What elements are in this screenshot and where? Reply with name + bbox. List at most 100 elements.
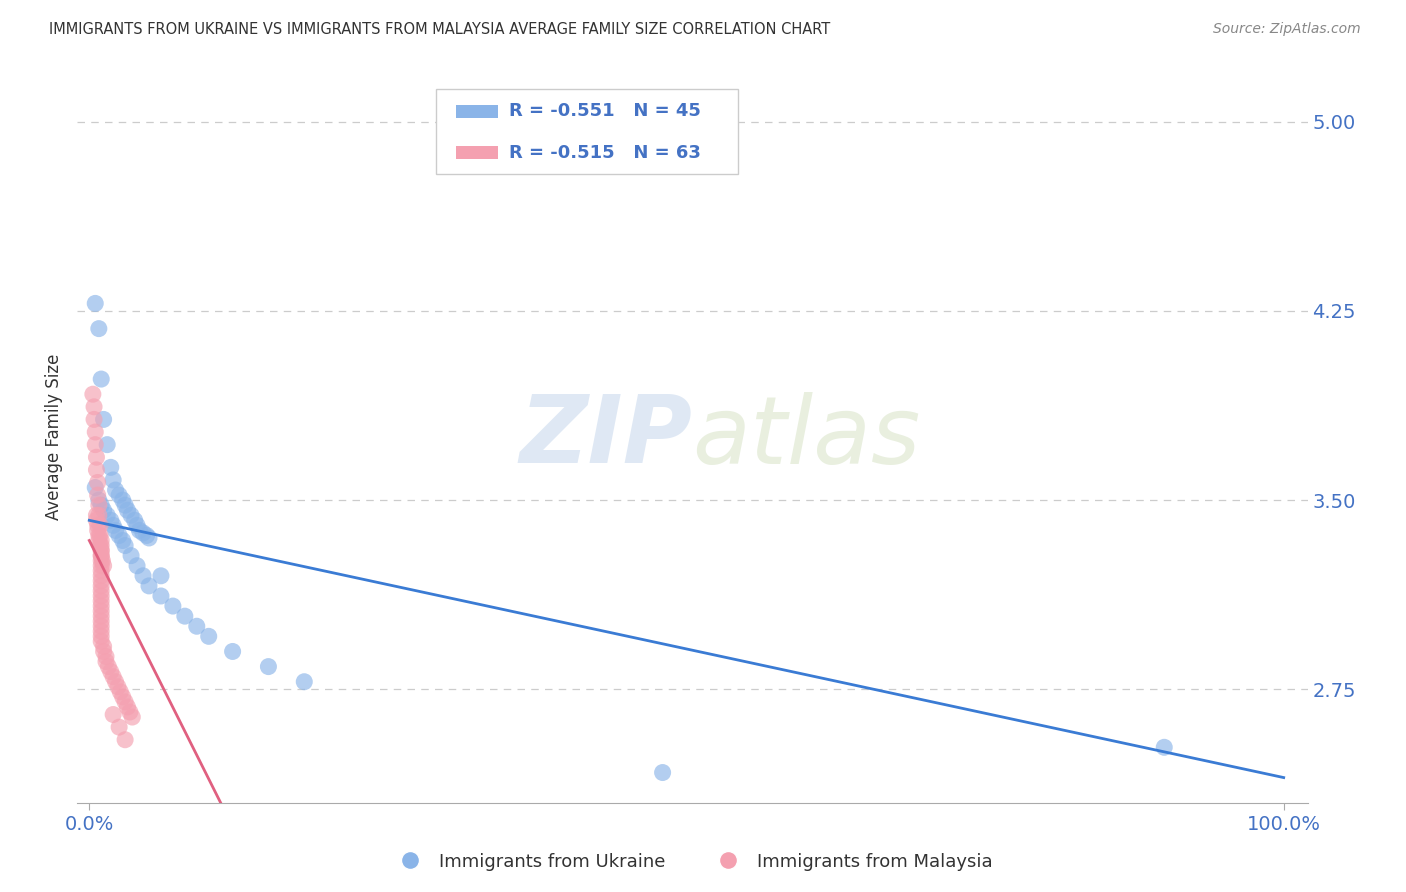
Point: [108, 528, 131, 542]
Point: [90, 583, 112, 598]
Point: [104, 674, 127, 689]
Point: [90, 634, 112, 648]
Point: [186, 619, 208, 633]
Point: [132, 569, 155, 583]
Point: [87, 508, 110, 523]
Point: [104, 483, 127, 497]
Point: [86, 508, 108, 523]
Point: [86, 513, 108, 527]
Point: [121, 710, 143, 724]
Text: IMMIGRANTS FROM UKRAINE VS IMMIGRANTS FROM MALAYSIA AVERAGE FAMILY SIZE CORRELAT: IMMIGRANTS FROM UKRAINE VS IMMIGRANTS FR…: [49, 22, 831, 37]
Point: [120, 508, 142, 523]
Point: [87, 493, 110, 508]
Point: [91, 554, 114, 568]
Point: [120, 549, 142, 563]
Point: [93, 558, 115, 573]
Point: [128, 524, 150, 538]
Point: [90, 604, 112, 618]
Point: [86, 518, 108, 533]
Point: [107, 680, 129, 694]
Point: [138, 579, 160, 593]
Point: [117, 700, 139, 714]
Point: [90, 498, 112, 512]
Point: [125, 518, 148, 533]
Point: [87, 533, 110, 548]
Point: [96, 437, 118, 451]
Point: [90, 614, 112, 628]
Y-axis label: Average Family Size: Average Family Size: [45, 354, 63, 520]
Point: [90, 533, 112, 548]
Point: [86, 475, 108, 490]
Point: [110, 685, 132, 699]
Point: [90, 624, 112, 639]
Point: [124, 513, 146, 527]
Point: [100, 513, 122, 527]
Point: [114, 539, 136, 553]
Point: [90, 579, 112, 593]
Point: [87, 321, 110, 335]
Point: [89, 518, 111, 533]
Point: [101, 518, 124, 533]
Point: [257, 659, 280, 673]
Point: [96, 508, 118, 523]
Point: [173, 609, 195, 624]
Point: [114, 498, 136, 512]
Point: [100, 460, 122, 475]
Point: [162, 599, 184, 613]
Point: [114, 732, 136, 747]
Point: [118, 705, 141, 719]
Legend: Immigrants from Ukraine, Immigrants from Malaysia: Immigrants from Ukraine, Immigrants from…: [385, 846, 1000, 878]
Point: [86, 488, 108, 502]
Point: [90, 539, 112, 553]
Point: [117, 503, 139, 517]
Point: [84, 481, 107, 495]
Point: [84, 425, 107, 439]
Point: [104, 524, 127, 538]
Point: [90, 558, 112, 573]
Point: [149, 569, 172, 583]
Point: [90, 543, 112, 558]
Point: [90, 554, 112, 568]
Point: [221, 644, 243, 658]
Point: [101, 707, 124, 722]
Point: [93, 503, 115, 517]
Point: [97, 659, 120, 673]
Point: [1153, 740, 1175, 755]
Point: [90, 609, 112, 624]
Point: [84, 296, 107, 310]
Point: [89, 528, 111, 542]
Point: [94, 655, 117, 669]
Text: R = -0.551   N = 45: R = -0.551 N = 45: [509, 103, 700, 120]
Point: [93, 412, 115, 426]
Point: [90, 569, 112, 583]
Point: [90, 619, 112, 633]
Point: [90, 549, 112, 563]
Point: [93, 640, 115, 654]
Point: [101, 670, 124, 684]
Point: [90, 564, 112, 578]
Point: [90, 543, 112, 558]
Point: [93, 644, 115, 658]
Point: [90, 549, 112, 563]
Point: [138, 531, 160, 545]
Point: [108, 488, 131, 502]
Point: [84, 437, 107, 451]
Point: [90, 574, 112, 588]
Point: [83, 412, 105, 426]
Point: [90, 372, 112, 386]
Point: [83, 400, 105, 414]
Point: [114, 695, 136, 709]
Point: [82, 387, 104, 401]
Point: [149, 589, 172, 603]
Point: [135, 528, 157, 542]
Point: [108, 720, 131, 734]
Point: [94, 649, 117, 664]
Point: [292, 674, 315, 689]
Text: Source: ZipAtlas.com: Source: ZipAtlas.com: [1213, 22, 1361, 37]
Point: [651, 765, 673, 780]
Point: [100, 665, 122, 679]
Text: atlas: atlas: [693, 392, 921, 483]
Point: [89, 539, 111, 553]
Point: [87, 498, 110, 512]
Point: [111, 690, 134, 704]
